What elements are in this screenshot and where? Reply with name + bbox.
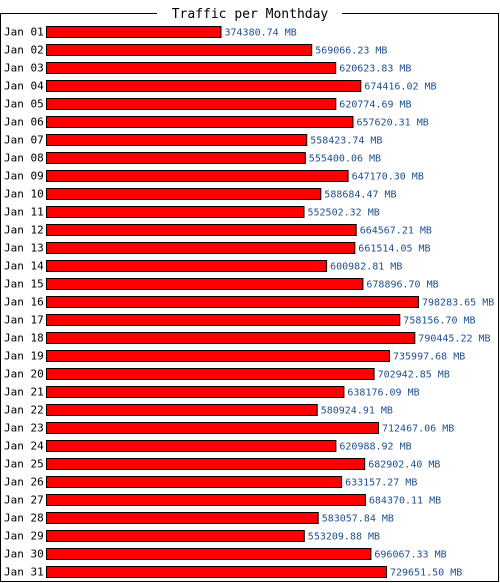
bar — [46, 296, 419, 308]
value-label: 798283.65 MB — [422, 298, 494, 309]
category-label: Jan 16 — [4, 296, 44, 309]
value-label: 682902.40 MB — [368, 460, 440, 471]
category-label: Jan 20 — [4, 368, 44, 381]
value-label: 638176.09 MB — [347, 388, 419, 399]
value-label: 620623.83 MB — [339, 64, 411, 75]
category-label: Jan 14 — [4, 260, 44, 273]
bar — [46, 260, 328, 272]
bar — [46, 188, 322, 200]
category-label: Jan 01 — [4, 26, 44, 39]
value-label: 580924.91 MB — [321, 406, 393, 417]
bar — [46, 386, 345, 398]
value-label: 702942.85 MB — [378, 370, 450, 381]
bar — [46, 116, 354, 128]
category-label: Jan 11 — [4, 206, 44, 219]
bar — [46, 26, 222, 38]
bar — [46, 224, 357, 236]
category-label: Jan 28 — [4, 512, 44, 525]
bar — [46, 242, 356, 254]
bar — [46, 368, 375, 380]
bar — [46, 98, 337, 110]
category-label: Jan 09 — [4, 170, 44, 183]
chart-title: Traffic per Monthday — [172, 7, 329, 22]
category-label: Jan 19 — [4, 350, 44, 363]
bar — [46, 314, 401, 326]
bar — [46, 404, 318, 416]
bar — [46, 494, 366, 506]
category-label: Jan 04 — [4, 80, 44, 93]
category-label: Jan 12 — [4, 224, 44, 237]
value-label: 374380.74 MB — [225, 28, 297, 39]
bar — [46, 152, 306, 164]
value-label: 790445.22 MB — [418, 334, 490, 345]
value-label: 678896.70 MB — [366, 280, 438, 291]
category-label: Jan 02 — [4, 44, 44, 57]
category-label: Jan 05 — [4, 98, 44, 111]
category-label: Jan 24 — [4, 440, 44, 453]
bar — [46, 512, 319, 524]
bar — [46, 278, 364, 290]
bar — [46, 170, 349, 182]
category-label: Jan 25 — [4, 458, 44, 471]
category-label: Jan 18 — [4, 332, 44, 345]
value-label: 712467.06 MB — [382, 424, 454, 435]
value-label: 600982.81 MB — [330, 262, 402, 273]
category-label: Jan 27 — [4, 494, 44, 507]
bar — [46, 44, 313, 56]
value-label: 588684.47 MB — [324, 190, 396, 201]
bar — [46, 350, 390, 362]
category-label: Jan 03 — [4, 62, 44, 75]
value-label: 552502.32 MB — [308, 208, 380, 219]
value-label: 633157.27 MB — [345, 478, 417, 489]
category-label: Jan 26 — [4, 476, 44, 489]
category-label: Jan 15 — [4, 278, 44, 291]
value-label: 661514.05 MB — [358, 244, 430, 255]
category-label: Jan 22 — [4, 404, 44, 417]
value-label: 620988.92 MB — [339, 442, 411, 453]
value-label: 647170.30 MB — [352, 172, 424, 183]
value-label: 569066.23 MB — [315, 46, 387, 57]
bar — [46, 530, 305, 542]
bar — [46, 134, 308, 146]
value-label: 558423.74 MB — [310, 136, 382, 147]
bar — [46, 548, 372, 560]
value-label: 696067.33 MB — [374, 550, 446, 561]
bar — [46, 332, 416, 344]
category-label: Jan 13 — [4, 242, 44, 255]
category-label: Jan 06 — [4, 116, 44, 129]
bar — [46, 80, 362, 92]
category-label: Jan 30 — [4, 548, 44, 561]
bar — [46, 458, 366, 470]
value-label: 620774.69 MB — [339, 100, 411, 111]
category-label: Jan 21 — [4, 386, 44, 399]
bar — [46, 206, 305, 218]
category-label: Jan 23 — [4, 422, 44, 435]
bar — [46, 566, 387, 578]
category-label: Jan 07 — [4, 134, 44, 147]
category-label: Jan 31 — [4, 566, 44, 579]
value-label: 553209.88 MB — [308, 532, 380, 543]
chart-rows: Jan 01 374380.74 MB Jan 02 569066.23 MB Jan … — [4, 26, 494, 579]
bar — [46, 62, 337, 74]
value-label: 657620.31 MB — [357, 118, 429, 129]
value-label: 664567.21 MB — [360, 226, 432, 237]
category-label: Jan 29 — [4, 530, 44, 543]
value-label: 735997.68 MB — [393, 352, 465, 363]
chart-title-background — [157, 4, 342, 22]
value-label: 674416.02 MB — [364, 82, 436, 93]
category-label: Jan 17 — [4, 314, 44, 327]
value-label: 583057.84 MB — [322, 514, 394, 525]
category-label: Jan 08 — [4, 152, 44, 165]
bar — [46, 476, 343, 488]
value-label: 729651.50 MB — [390, 568, 462, 579]
bar — [46, 440, 337, 452]
value-label: 555400.06 MB — [309, 154, 381, 165]
bar — [46, 422, 379, 434]
category-label: Jan 10 — [4, 188, 44, 201]
value-label: 684370.11 MB — [369, 496, 441, 507]
value-label: 758156.70 MB — [403, 316, 475, 327]
